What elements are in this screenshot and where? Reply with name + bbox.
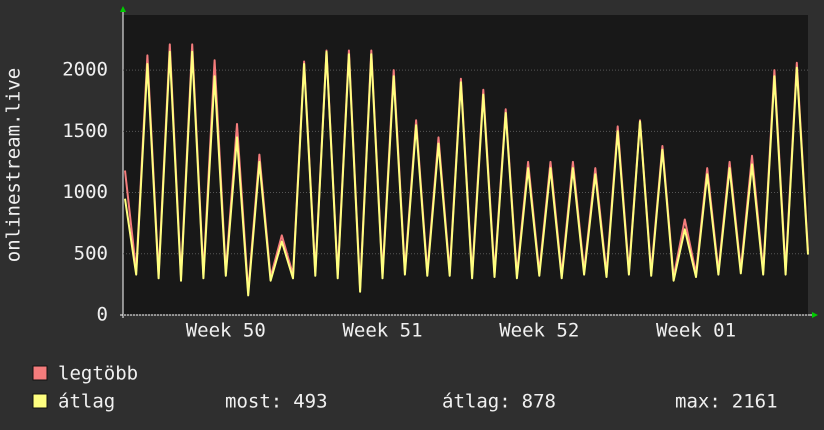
legend-swatch xyxy=(32,393,48,409)
x-tick-label: Week 01 xyxy=(656,320,736,342)
series-line xyxy=(124,50,809,297)
stat-value: 2161 xyxy=(732,391,778,413)
legend-swatch xyxy=(32,365,48,381)
y-tick-label: 0 xyxy=(97,304,108,326)
x-tick-label: Week 51 xyxy=(342,320,422,342)
x-tick-label: Week 52 xyxy=(499,320,579,342)
axis-arrow xyxy=(120,6,126,12)
stat-value: 493 xyxy=(293,391,327,413)
stat-value: 878 xyxy=(522,391,556,413)
x-tick-label: Week 50 xyxy=(186,320,266,342)
stat-label: most: xyxy=(225,391,282,413)
legend-label: legtöbb xyxy=(58,363,138,385)
stat-label: átlag: xyxy=(442,391,511,413)
y-tick-label: 1500 xyxy=(62,120,108,142)
axis-arrow xyxy=(812,312,818,318)
legend-label: átlag xyxy=(58,391,115,413)
stat-label: max: xyxy=(675,391,721,413)
y-tick-label: 1000 xyxy=(62,181,108,203)
y-axis-label: onlinestream.live xyxy=(3,68,25,262)
y-tick-label: 500 xyxy=(74,242,108,264)
y-tick-label: 2000 xyxy=(62,59,108,81)
